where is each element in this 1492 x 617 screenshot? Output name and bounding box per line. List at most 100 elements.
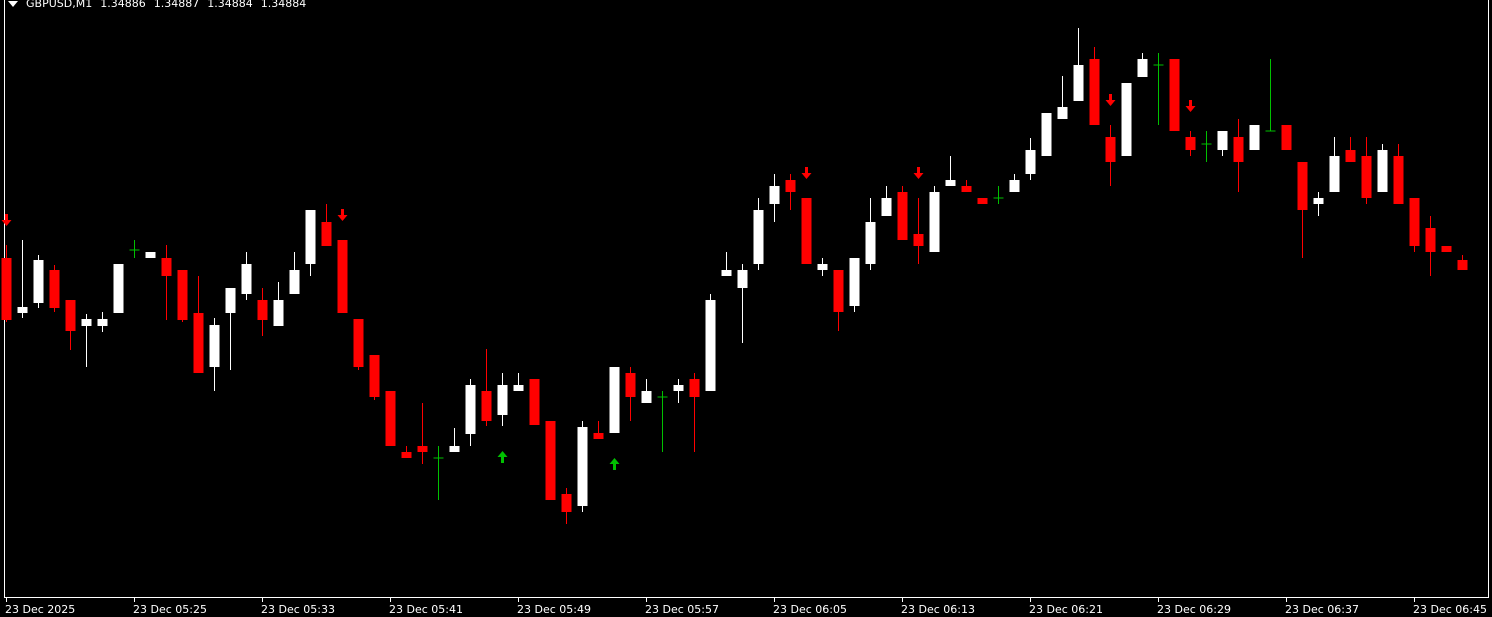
candle-body (897, 192, 908, 240)
x-tick-label: 23 Dec 05:49 (517, 603, 591, 616)
candle-body (1217, 131, 1228, 150)
buy-arrow (609, 458, 620, 470)
x-tick-label: 23 Dec 06:29 (1157, 603, 1231, 616)
candle-body (65, 300, 76, 331)
sell-arrow (1185, 100, 1196, 112)
candle-body (385, 391, 396, 446)
sell-arrow (337, 209, 348, 221)
candle-body (273, 300, 284, 326)
candle-body (113, 264, 124, 313)
candle-body (1377, 150, 1388, 192)
candle-body (881, 198, 892, 216)
candle-body (769, 186, 780, 204)
candle-body (1361, 156, 1372, 198)
candle-body (817, 264, 828, 270)
candle-body (1329, 156, 1340, 192)
candle-body (977, 198, 988, 204)
candle-body (353, 319, 364, 367)
header-low: 1.34884 (207, 0, 253, 10)
candle-body (1281, 125, 1292, 150)
candle-body (593, 433, 604, 439)
sell-arrow (1, 214, 12, 226)
candle-body (1057, 107, 1068, 119)
candle-body (305, 210, 316, 264)
candle-body (609, 367, 620, 433)
x-tick-label: 23 Dec 06:45 (1413, 603, 1487, 616)
candle-body (321, 222, 332, 246)
header-close: 1.34884 (261, 0, 307, 10)
sell-arrow (913, 167, 924, 179)
sell-arrow (801, 167, 812, 179)
sell-arrow (1105, 94, 1116, 106)
x-tick-label: 23 Dec 06:37 (1285, 603, 1359, 616)
candle-body (337, 240, 348, 313)
candle-body (673, 385, 684, 391)
candle-body (161, 258, 172, 276)
candle-body (945, 180, 956, 186)
candle-body (17, 307, 28, 313)
candle-body (1137, 59, 1148, 77)
header-open: 1.34886 (100, 0, 146, 10)
candle-body (865, 222, 876, 264)
candle-body (481, 391, 492, 421)
header-toggle[interactable] (8, 1, 18, 7)
x-tick-label: 23 Dec 06:13 (901, 603, 975, 616)
candle-body (1409, 198, 1420, 246)
candle-body (1185, 137, 1196, 150)
candle-body (1073, 65, 1084, 101)
candle-body (401, 452, 412, 458)
candle-body (1105, 137, 1116, 162)
x-tick-label: 23 Dec 2025 (5, 603, 75, 616)
candle-body (1089, 59, 1100, 125)
candle-body (1041, 113, 1052, 156)
candle-body (417, 446, 428, 452)
candle-body (1297, 162, 1308, 210)
candle-body (577, 427, 588, 506)
candle-body (961, 186, 972, 192)
candle-body (497, 385, 508, 415)
buy-arrow (497, 451, 508, 463)
candle-body (33, 260, 44, 303)
candle-body (1393, 156, 1404, 204)
x-tick-label: 23 Dec 05:57 (645, 603, 719, 616)
candle-body (225, 288, 236, 313)
candle-body (49, 270, 60, 308)
candle-body (449, 446, 460, 452)
candle-body (1233, 137, 1244, 162)
candle-body (369, 355, 380, 397)
candle-body (1025, 150, 1036, 174)
candle-body (1121, 83, 1132, 156)
x-tick-label: 23 Dec 05:33 (261, 603, 335, 616)
candle-body (561, 494, 572, 512)
candle-body (641, 391, 652, 403)
candle-body (513, 385, 524, 391)
candle-body (625, 373, 636, 397)
x-tick-label: 23 Dec 06:05 (773, 603, 847, 616)
candle-body (545, 421, 556, 500)
candle-body (849, 258, 860, 306)
candle-body (1249, 125, 1260, 150)
candle-body (689, 379, 700, 397)
candle-body (913, 234, 924, 246)
candle-body (753, 210, 764, 264)
candle-body (737, 270, 748, 288)
candle-body (833, 270, 844, 312)
candle-body (257, 300, 268, 320)
candle-body (785, 180, 796, 192)
candle-body (1441, 246, 1452, 252)
candle-body (1169, 59, 1180, 131)
candle-body (177, 270, 188, 320)
header-high: 1.34887 (154, 0, 200, 10)
candle-body (289, 270, 300, 294)
symbol: GBPUSD,M1 (26, 0, 92, 10)
candle-body (1345, 150, 1356, 162)
x-tick-label: 23 Dec 06:21 (1029, 603, 1103, 616)
candle-body (241, 264, 252, 294)
candle-body (1313, 198, 1324, 204)
candle-body (705, 300, 716, 391)
candle-body (145, 252, 156, 258)
candle-body (209, 325, 220, 367)
